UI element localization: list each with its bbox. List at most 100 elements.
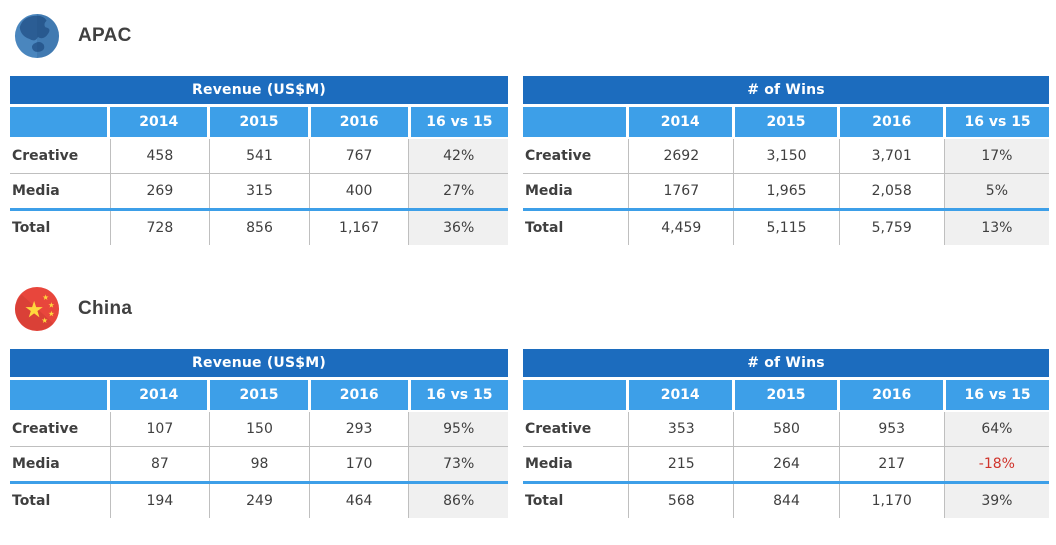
table-cell: 464 (308, 484, 409, 518)
table-cell: 541 (209, 139, 309, 173)
table-cell: 767 (308, 139, 409, 173)
section-apac: APAC Revenue (US$M) 2014 2015 2016 16 vs… (10, 12, 1049, 245)
table-cell-pct: -18% (943, 447, 1049, 481)
section-title: China (78, 298, 133, 319)
row-label: Total (525, 220, 564, 236)
table-cell-pct: 39% (943, 484, 1049, 518)
table-cell: 856 (209, 211, 309, 245)
table-cell: 4,459 (628, 211, 733, 245)
table-cell-pct: 27% (408, 174, 508, 208)
row-label: Creative (525, 421, 592, 437)
column-header-2015: 2015 (210, 107, 308, 137)
report-page: APAC Revenue (US$M) 2014 2015 2016 16 vs… (10, 12, 1049, 518)
column-header-16vs15: 16 vs 15 (410, 380, 508, 410)
table-cell: 3,150 (733, 139, 838, 173)
table-cell: 1,170 (838, 484, 944, 518)
table-cell: 580 (733, 412, 838, 446)
apac-wins-table: # of Wins 2014 2015 2016 16 vs 15 Creati… (523, 76, 1049, 245)
table-cell-pct: 95% (408, 412, 508, 446)
table-cell-pct: 73% (408, 447, 508, 481)
table-cell: 194 (109, 484, 210, 518)
column-header-2016: 2016 (840, 380, 944, 410)
table-cell: 844 (733, 484, 838, 518)
table-cell: 98 (209, 447, 309, 481)
column-header-blank (10, 107, 108, 137)
table-cell: 400 (308, 174, 409, 208)
apac-revenue-table: Revenue (US$M) 2014 2015 2016 16 vs 15 C… (10, 76, 508, 245)
column-header-2016: 2016 (310, 107, 408, 137)
table-header-row: 2014 2015 2016 16 vs 15 (523, 107, 1049, 137)
column-header-blank (523, 107, 626, 137)
row-label: Creative (12, 148, 79, 164)
column-header-blank (10, 380, 108, 410)
table-title: Revenue (US$M) (10, 76, 508, 104)
china-wins-table: # of Wins 2014 2015 2016 16 vs 15 Creati… (523, 349, 1049, 518)
column-header-2014: 2014 (628, 380, 732, 410)
row-label: Total (12, 220, 51, 236)
china-tables: Revenue (US$M) 2014 2015 2016 16 vs 15 C… (10, 349, 1049, 518)
table-title: Revenue (US$M) (10, 349, 508, 377)
table-cell: 1,167 (308, 211, 409, 245)
table-row-total: Total 4,459 5,115 5,759 13% (523, 211, 1049, 245)
column-header-16vs15: 16 vs 15 (410, 107, 508, 137)
globe-asia-icon (14, 13, 60, 59)
row-label: Total (525, 493, 564, 509)
column-header-2014: 2014 (110, 107, 208, 137)
table-row-media: Media 1767 1,965 2,058 5% (523, 174, 1049, 211)
table-row-media: Media 215 264 217 -18% (523, 447, 1049, 484)
table-cell: 2692 (628, 139, 733, 173)
table-cell: 458 (109, 139, 210, 173)
column-header-2016: 2016 (840, 107, 944, 137)
section-header-apac: APAC (14, 12, 1049, 60)
table-cell: 269 (109, 174, 210, 208)
table-row-media: Media 269 315 400 27% (10, 174, 508, 211)
table-cell: 264 (733, 447, 838, 481)
column-header-2015: 2015 (734, 107, 838, 137)
table-cell-pct: 5% (943, 174, 1049, 208)
column-header-blank (523, 380, 626, 410)
table-row-creative: Creative 353 580 953 64% (523, 412, 1049, 447)
table-cell: 953 (838, 412, 944, 446)
china-flag-icon (14, 286, 60, 332)
column-header-2014: 2014 (110, 380, 208, 410)
column-header-2015: 2015 (210, 380, 308, 410)
column-header-16vs15: 16 vs 15 (946, 380, 1049, 410)
column-header-16vs15: 16 vs 15 (946, 107, 1049, 137)
section-header-china: China (14, 285, 1049, 333)
row-label: Creative (12, 421, 79, 437)
table-cell: 87 (109, 447, 210, 481)
table-title: # of Wins (523, 76, 1049, 104)
table-cell-pct: 13% (943, 211, 1049, 245)
table-row-total: Total 194 249 464 86% (10, 484, 508, 518)
section-title: APAC (78, 25, 132, 46)
table-cell: 215 (628, 447, 733, 481)
table-cell-pct: 42% (408, 139, 508, 173)
table-cell: 150 (209, 412, 309, 446)
row-label: Media (525, 183, 573, 199)
table-header-row: 2014 2015 2016 16 vs 15 (523, 380, 1049, 410)
table-cell: 568 (628, 484, 733, 518)
table-cell: 5,759 (838, 211, 944, 245)
row-label: Media (12, 183, 60, 199)
row-label: Creative (525, 148, 592, 164)
column-header-2015: 2015 (734, 380, 838, 410)
table-cell-pct: 64% (943, 412, 1049, 446)
table-cell: 5,115 (733, 211, 838, 245)
table-title: # of Wins (523, 349, 1049, 377)
table-cell: 2,058 (838, 174, 944, 208)
row-label: Media (525, 456, 573, 472)
table-cell: 293 (308, 412, 409, 446)
table-cell: 217 (838, 447, 944, 481)
row-label: Media (12, 456, 60, 472)
table-cell: 170 (308, 447, 409, 481)
table-row-creative: Creative 2692 3,150 3,701 17% (523, 139, 1049, 174)
apac-tables: Revenue (US$M) 2014 2015 2016 16 vs 15 C… (10, 76, 1049, 245)
table-header-row: 2014 2015 2016 16 vs 15 (10, 107, 508, 137)
table-row-total: Total 728 856 1,167 36% (10, 211, 508, 245)
column-header-2016: 2016 (310, 380, 408, 410)
section-china: China Revenue (US$M) 2014 2015 2016 16 v… (10, 285, 1049, 518)
table-row-creative: Creative 458 541 767 42% (10, 139, 508, 174)
table-cell: 249 (209, 484, 309, 518)
table-row-creative: Creative 107 150 293 95% (10, 412, 508, 447)
table-cell: 315 (209, 174, 309, 208)
